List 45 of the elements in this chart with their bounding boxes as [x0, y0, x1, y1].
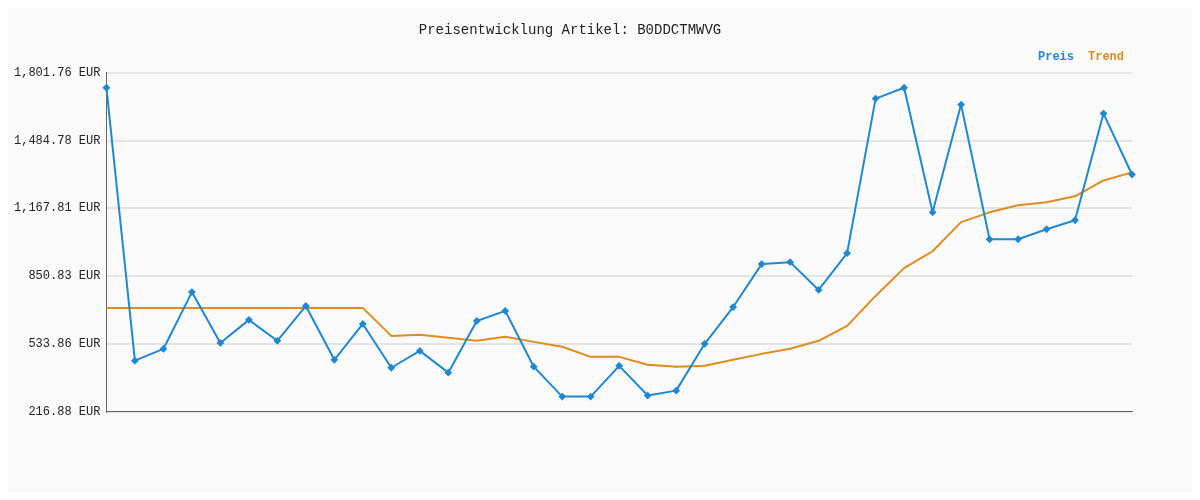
point: [1100, 110, 1108, 118]
point: [245, 316, 253, 324]
point: [131, 357, 139, 365]
point: [729, 303, 737, 311]
point: [672, 387, 680, 395]
point: [786, 258, 794, 266]
point: [387, 364, 395, 372]
point: [872, 95, 880, 103]
point: [416, 347, 424, 355]
text: Trend: [1087, 49, 1125, 64]
point: [273, 337, 281, 345]
point: [843, 249, 851, 257]
point: [302, 302, 310, 310]
point: [758, 260, 766, 268]
point: [216, 339, 224, 347]
point: [1014, 235, 1022, 243]
point: [986, 235, 994, 243]
y-tick-label: 216.88 EUR: [28, 404, 101, 419]
point: [957, 101, 965, 109]
y-tick-label: 1,801.76 EUR: [13, 65, 101, 80]
point: [558, 393, 566, 401]
point: [102, 84, 110, 92]
point: [159, 345, 167, 353]
y-tick-label: 850.83 EUR: [28, 269, 101, 284]
point: [701, 340, 709, 348]
point: [444, 369, 452, 377]
text: Preis: [1037, 49, 1074, 64]
point: [815, 286, 823, 294]
point: [615, 362, 623, 370]
point: [188, 288, 196, 296]
point: [501, 307, 509, 315]
y-tick-label: 533.86 EUR: [28, 337, 101, 352]
point: [900, 84, 908, 92]
y-tick-label: 1,167.81 EUR: [13, 201, 101, 216]
y-tick-label: 1,484.78 EUR: [13, 133, 101, 148]
point: [644, 392, 652, 400]
chart-title: Preisentwicklung Artikel: B0DDCTMWVG: [418, 22, 722, 39]
point: [330, 356, 338, 364]
point: [473, 317, 481, 325]
point: [587, 393, 595, 401]
point: [530, 363, 538, 371]
point: [1128, 171, 1136, 178]
point: [1043, 225, 1051, 233]
point: [1071, 216, 1079, 224]
point: [359, 320, 367, 328]
